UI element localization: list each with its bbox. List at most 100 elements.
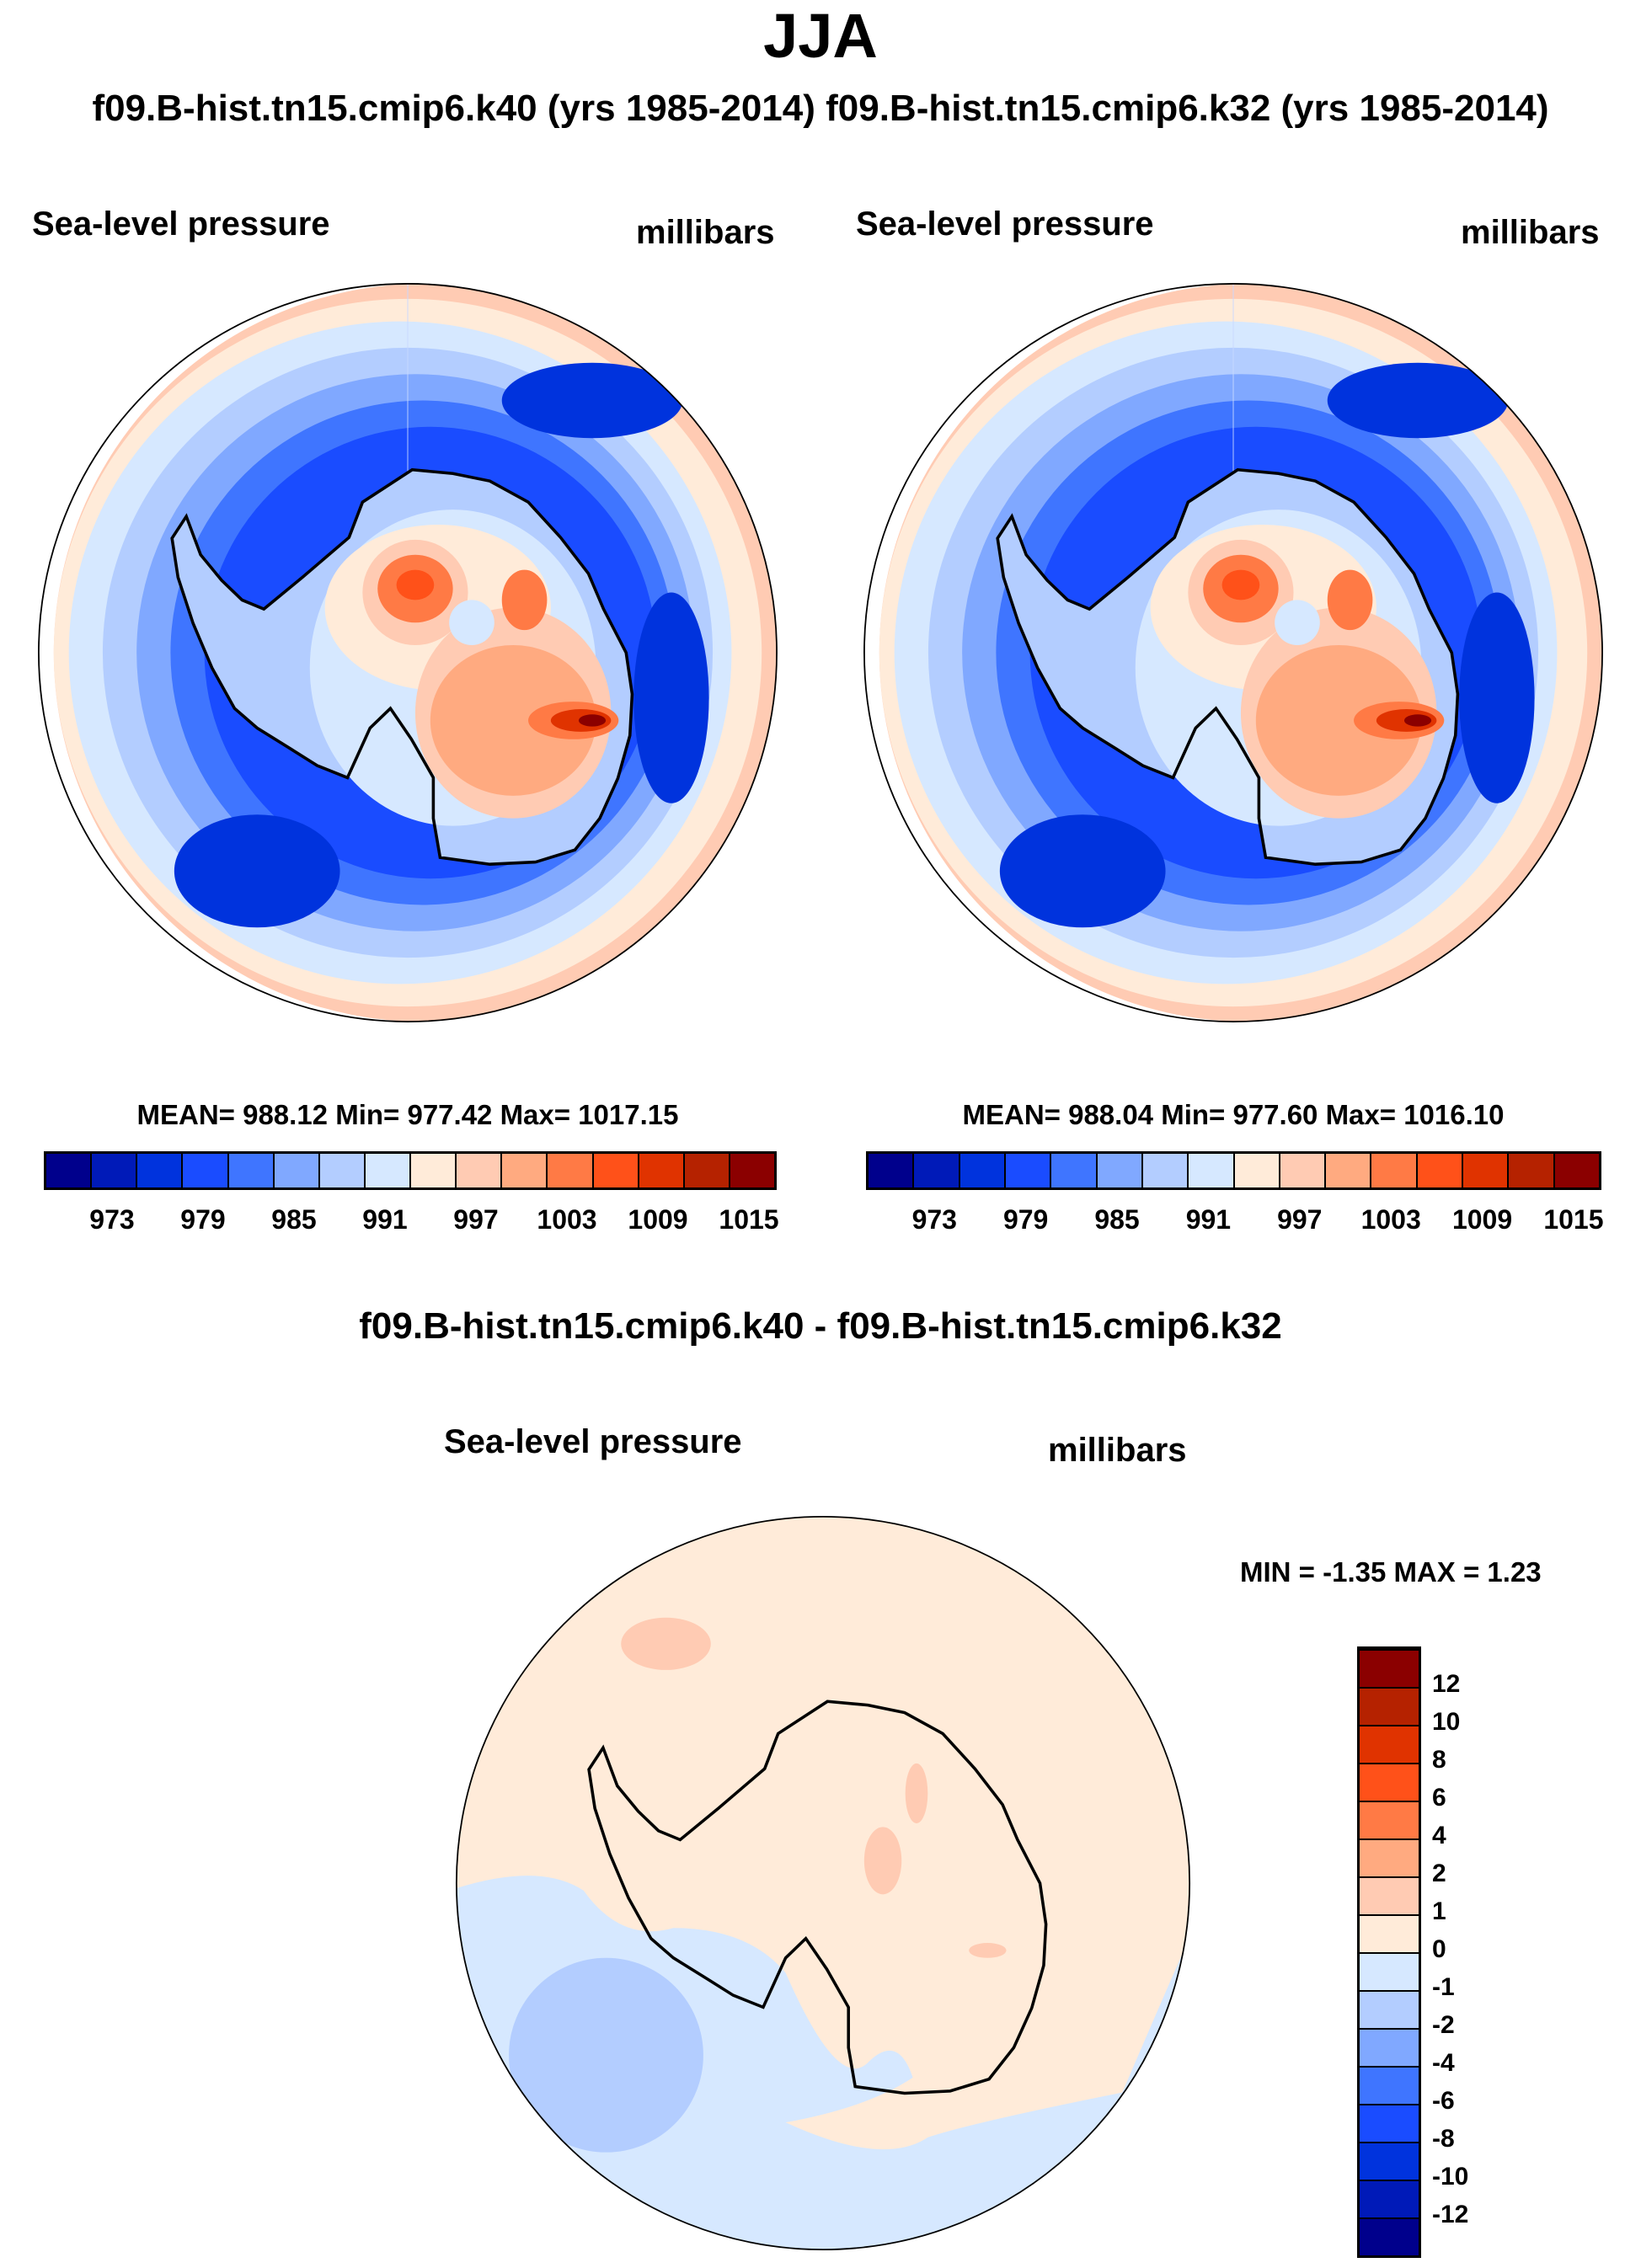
pressure-contour [1275, 600, 1320, 646]
colorbar-tick-label: 985 [1094, 1204, 1140, 1235]
coastline [587, 1700, 1048, 2095]
colorbar-box [228, 1154, 275, 1187]
colorbar-tick-label: 1 [1432, 1897, 1446, 1925]
colorbar-tick-label: 0 [1432, 1935, 1446, 1963]
colorbar-box [183, 1154, 229, 1187]
colorbar-tick-label: 1015 [719, 1204, 779, 1235]
left-units-label: millibars [636, 214, 775, 251]
colorbar-box [1360, 2180, 1419, 2217]
right-polar-map [863, 283, 1603, 1022]
colorbar-box [1360, 1687, 1419, 1725]
colorbar-tick-label: 979 [180, 1204, 226, 1235]
colorbar-box [1360, 1763, 1419, 1801]
colorbar-box [684, 1154, 730, 1187]
colorbar-tick-label: 6 [1432, 1784, 1446, 1812]
colorbar-tick-label: -1 [1432, 1973, 1455, 2001]
colorbar-tick-label: 991 [362, 1204, 408, 1235]
colorbar-tick-label: 1015 [1543, 1204, 1604, 1235]
colorbar-box [639, 1154, 685, 1187]
colorbar-box [1509, 1154, 1555, 1187]
low-pressure-contour [1459, 592, 1535, 803]
contour-fills [879, 283, 1603, 1022]
colorbar-box [411, 1154, 457, 1187]
colorbar-box [1097, 1154, 1143, 1187]
colorbar-tick-label: 991 [1185, 1204, 1232, 1235]
contour-fills [53, 283, 778, 1022]
difference-stats: MIN = -1.35 MAX = 1.23 [1240, 1556, 1542, 1588]
colorbar-tick-label: 2 [1432, 1860, 1446, 1887]
low-pressure-contour [501, 362, 683, 439]
colorbar-box [365, 1154, 411, 1187]
difference-colorbar [1357, 1646, 1421, 2258]
colorbar-box [502, 1154, 548, 1187]
colorbar-box [1189, 1154, 1235, 1187]
colorbar-box [274, 1154, 320, 1187]
colorbar-tick-label: -2 [1432, 2011, 1455, 2039]
colorbar-tick-label: 997 [453, 1204, 499, 1235]
colorbar-box [92, 1154, 138, 1187]
colorbar-tick-label: -10 [1432, 2163, 1469, 2191]
colorbar-box [1360, 1649, 1419, 1687]
colorbar-box [1280, 1154, 1327, 1187]
colorbar-tick-label: 979 [1002, 1204, 1049, 1235]
positive-anomaly-contour [621, 1617, 711, 1670]
colorbar-tick-label: 12 [1432, 1670, 1461, 1698]
pressure-max [1403, 714, 1432, 727]
colorbar-tick-label: 973 [89, 1204, 135, 1235]
colorbar-box [1326, 1154, 1372, 1187]
colorbar-tick-label: -4 [1432, 2049, 1455, 2077]
colorbar-tick-label: 10 [1432, 1708, 1461, 1736]
colorbar-box [1360, 1990, 1419, 2028]
colorbar-box [1051, 1154, 1098, 1187]
difference-polar-map [455, 1515, 1191, 2251]
colorbar-box [1417, 1154, 1464, 1187]
colorbar-tick-label: -8 [1432, 2125, 1455, 2153]
colorbar-box [1360, 2217, 1419, 2255]
contour-fills [456, 1516, 1190, 2250]
colorbar-box [1360, 1952, 1419, 1990]
colorbar-box [1360, 1801, 1419, 1838]
colorbar-box [593, 1154, 639, 1187]
figure-subtitle: f09.B-hist.tn15.cmip6.k40 (yrs 1985-2014… [92, 88, 1549, 129]
positive-anomaly-contour [905, 1763, 928, 1823]
colorbar-box [869, 1154, 915, 1187]
right-units-label: millibars [1461, 214, 1600, 251]
map-border [455, 1515, 1191, 2251]
positive-anomaly-contour [863, 1827, 902, 1895]
colorbar-box [1234, 1154, 1280, 1187]
colorbar-box [457, 1154, 503, 1187]
pressure-max [578, 714, 607, 727]
colorbar-box [1360, 2066, 1419, 2104]
colorbar-box [1371, 1154, 1418, 1187]
colorbar-box [1005, 1154, 1052, 1187]
left-variable-label: Sea-level pressure [32, 205, 330, 243]
difference-title: f09.B-hist.tn15.cmip6.k40 - f09.B-hist.t… [359, 1305, 1282, 1347]
colorbar-tick-label: 4 [1432, 1822, 1446, 1849]
colorbar-box [959, 1154, 1006, 1187]
colorbar-box [548, 1154, 594, 1187]
colorbar-tick-label: -6 [1432, 2087, 1455, 2115]
left-polar-map [38, 283, 778, 1022]
low-pressure-contour [174, 814, 340, 928]
difference-units-label: millibars [1048, 1432, 1187, 1469]
pressure-contour [1327, 569, 1373, 631]
colorbar-tick-label: 1009 [628, 1204, 688, 1235]
colorbar-box [1554, 1154, 1599, 1187]
colorbar-tick-label: 1003 [537, 1204, 597, 1235]
coastline [170, 467, 634, 867]
colorbar-tick-label: 973 [911, 1204, 957, 1235]
low-pressure-contour [1327, 362, 1509, 439]
colorbar-tick-label: 985 [271, 1204, 317, 1235]
pressure-contour [396, 569, 435, 600]
colorbar-box [1360, 2142, 1419, 2180]
negative-anomaly-contour [509, 1957, 703, 2153]
map-border [863, 283, 1603, 1022]
left-stats: MEAN= 988.12 Min= 977.42 Max= 1017.15 [136, 1099, 679, 1130]
colorbar-tick-label: 1003 [1360, 1204, 1421, 1235]
colorbar-box [319, 1154, 366, 1187]
map-border [38, 283, 778, 1022]
colorbar-box [1142, 1154, 1189, 1187]
colorbar-box [46, 1154, 93, 1187]
colorbar-tick-label: 8 [1432, 1746, 1446, 1774]
